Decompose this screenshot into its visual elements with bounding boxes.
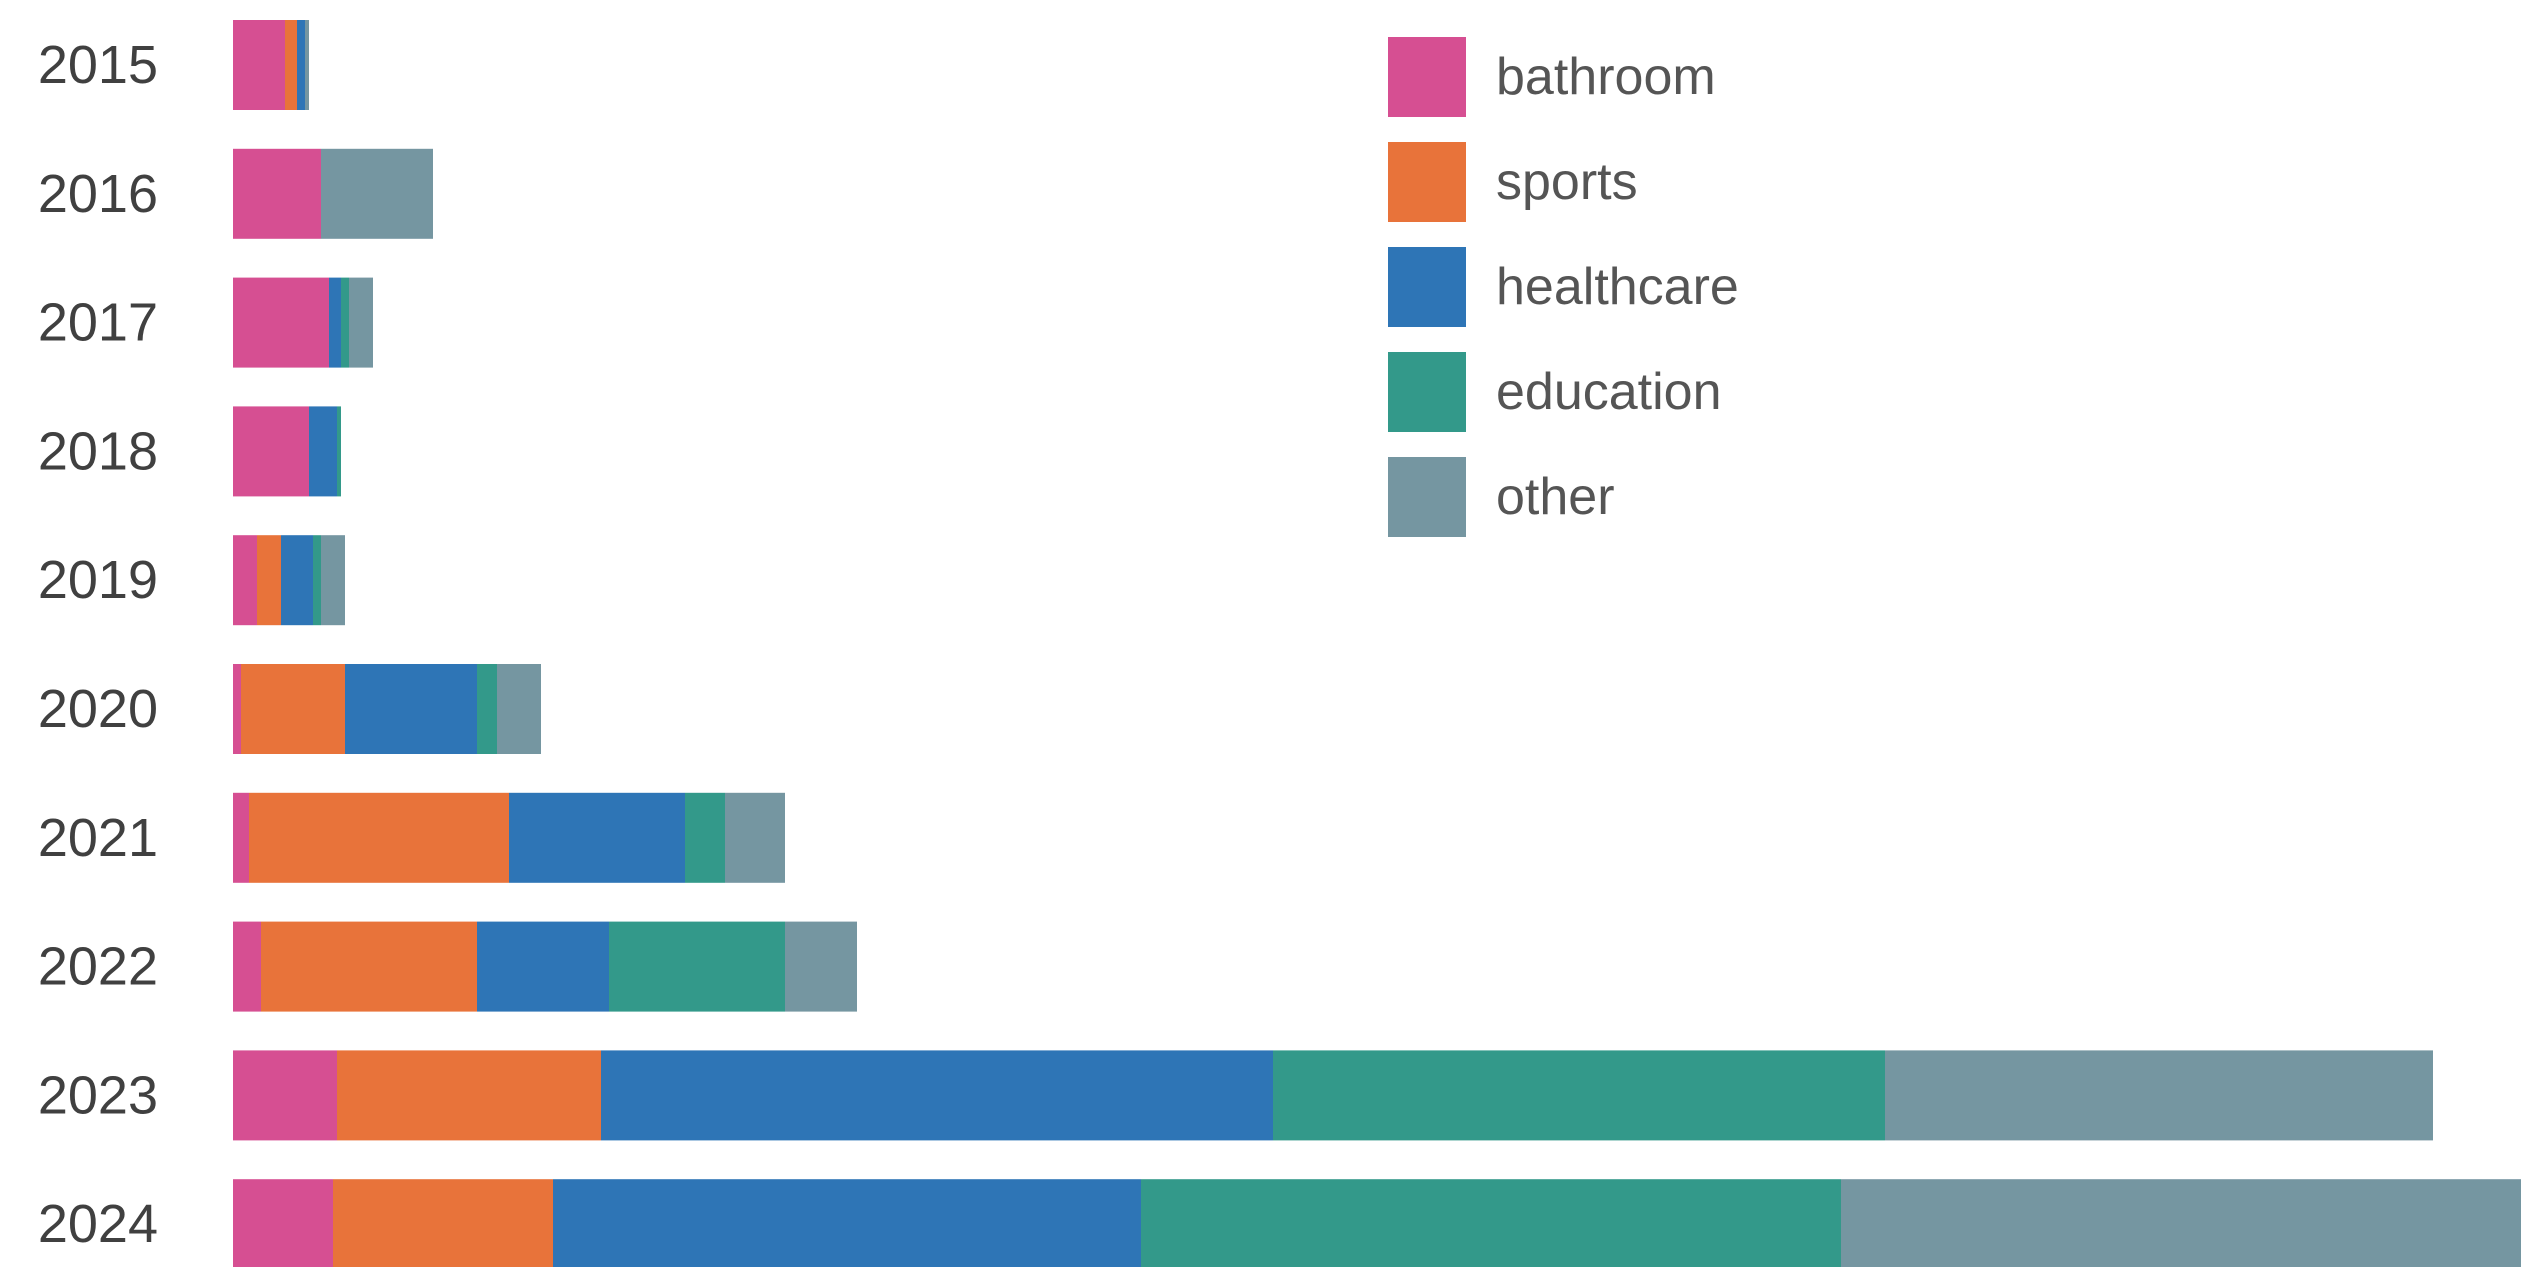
- y-axis-label: 2020: [38, 679, 158, 739]
- legend-label: healthcare: [1496, 257, 1739, 316]
- bar-segment-education-2023[interactable]: [1273, 1050, 1885, 1141]
- y-axis-label: 2015: [38, 35, 158, 95]
- legend-swatch: [1388, 456, 1466, 537]
- legend-swatch: [1388, 141, 1466, 222]
- bar-segment-healthcare-2023[interactable]: [601, 1050, 1273, 1141]
- bar-segment-other-2017[interactable]: [349, 277, 373, 368]
- bar-segment-education-2024[interactable]: [1141, 1179, 1841, 1267]
- bar-segment-bathroom-2016[interactable]: [233, 148, 321, 239]
- bar-segment-sports-2023[interactable]: [337, 1050, 601, 1141]
- bar-segment-other-2020[interactable]: [497, 664, 541, 754]
- legend-item-healthcare[interactable]: healthcare: [1388, 234, 1739, 339]
- bar-segment-healthcare-2022[interactable]: [477, 921, 609, 1012]
- bar-segment-healthcare-2020[interactable]: [345, 664, 477, 754]
- y-axis-label: 2024: [38, 1194, 158, 1254]
- y-axis-label: 2023: [38, 1065, 158, 1125]
- bar-segment-bathroom-2023[interactable]: [233, 1050, 337, 1141]
- legend-label: other: [1496, 467, 1615, 526]
- bar-segment-healthcare-2015[interactable]: [297, 20, 305, 110]
- legend-swatch: [1388, 36, 1466, 117]
- bar-segment-bathroom-2017[interactable]: [233, 277, 329, 368]
- bar-segment-education-2019[interactable]: [313, 535, 321, 626]
- bar-segment-healthcare-2019[interactable]: [281, 535, 313, 626]
- legend-item-sports[interactable]: sports: [1388, 129, 1739, 234]
- legend-swatch: [1388, 246, 1466, 327]
- bar-segment-sports-2024[interactable]: [333, 1179, 553, 1267]
- bar-segment-bathroom-2024[interactable]: [233, 1179, 333, 1267]
- legend-swatch: [1388, 351, 1466, 432]
- bar-segment-other-2022[interactable]: [785, 921, 857, 1012]
- legend-label: education: [1496, 362, 1722, 421]
- bar-segment-education-2020[interactable]: [477, 664, 497, 754]
- bar-segment-bathroom-2020[interactable]: [233, 664, 241, 754]
- bar-segment-healthcare-2017[interactable]: [329, 277, 341, 368]
- bar-segment-other-2019[interactable]: [321, 535, 345, 626]
- bar-segment-education-2018[interactable]: [337, 406, 341, 497]
- y-axis-labels: 2015 2016 2017 2018 2019 2020 2021 2022 2023 2024: [38, 35, 158, 1254]
- bars-layer: [233, 20, 2521, 1267]
- bar-segment-other-2021[interactable]: [725, 792, 785, 883]
- bar-segment-sports-2020[interactable]: [241, 664, 345, 754]
- bar-segment-sports-2022[interactable]: [261, 921, 477, 1012]
- legend-item-education[interactable]: education: [1388, 339, 1739, 444]
- bar-segment-healthcare-2021[interactable]: [509, 792, 685, 883]
- y-axis-label: 2022: [38, 937, 158, 997]
- legend-item-other[interactable]: other: [1388, 444, 1739, 549]
- bar-segment-other-2016[interactable]: [321, 148, 433, 239]
- y-axis-label: 2018: [38, 421, 158, 481]
- bar-segment-education-2021[interactable]: [685, 792, 725, 883]
- y-axis-label: 2016: [38, 164, 158, 224]
- bar-segment-healthcare-2018[interactable]: [309, 406, 337, 497]
- bar-segment-healthcare-2024[interactable]: [553, 1179, 1141, 1267]
- bar-segment-bathroom-2021[interactable]: [233, 792, 249, 883]
- bar-segment-other-2015[interactable]: [305, 20, 309, 110]
- bar-segment-bathroom-2022[interactable]: [233, 921, 261, 1012]
- legend-label: bathroom: [1496, 47, 1716, 106]
- legend: bathroom sports healthcare education oth…: [1388, 24, 1739, 549]
- bar-segment-sports-2015[interactable]: [285, 20, 297, 110]
- legend-item-bathroom[interactable]: bathroom: [1388, 24, 1739, 129]
- y-axis-label: 2019: [38, 550, 158, 610]
- bar-segment-education-2022[interactable]: [609, 921, 785, 1012]
- y-axis-label: 2021: [38, 808, 158, 868]
- bar-segment-sports-2021[interactable]: [249, 792, 509, 883]
- bar-segment-other-2024[interactable]: [1841, 1179, 2521, 1267]
- y-axis-label: 2017: [38, 293, 158, 353]
- legend-label: sports: [1496, 152, 1638, 211]
- bar-segment-education-2017[interactable]: [341, 277, 349, 368]
- bar-segment-bathroom-2019[interactable]: [233, 535, 257, 626]
- bar-segment-bathroom-2015[interactable]: [233, 20, 285, 110]
- bar-segment-other-2023[interactable]: [1885, 1050, 2433, 1141]
- bar-segment-sports-2019[interactable]: [257, 535, 281, 626]
- bar-segment-bathroom-2018[interactable]: [233, 406, 309, 497]
